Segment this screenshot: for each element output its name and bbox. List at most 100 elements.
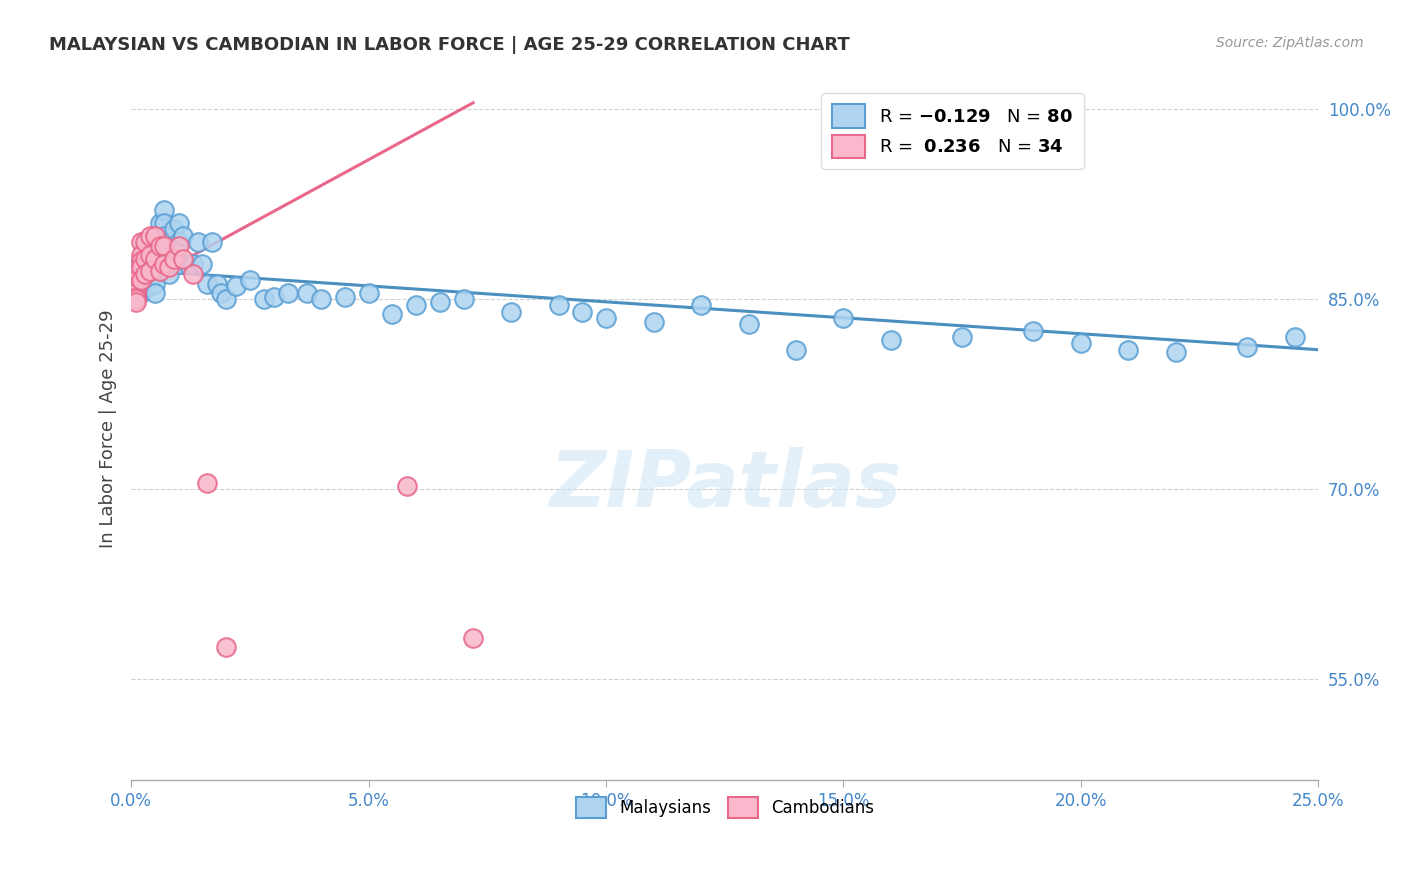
Point xyxy=(643,315,665,329)
Point xyxy=(501,304,523,318)
Point xyxy=(785,343,807,357)
Point xyxy=(191,257,214,271)
Point xyxy=(157,252,180,266)
Point xyxy=(153,239,176,253)
Point xyxy=(737,318,759,332)
Point xyxy=(134,273,156,287)
Point xyxy=(153,216,176,230)
Point xyxy=(215,640,238,655)
Point xyxy=(143,235,166,249)
Point xyxy=(129,260,152,275)
Point xyxy=(125,292,148,306)
Point xyxy=(149,216,172,230)
Point xyxy=(1236,340,1258,354)
Y-axis label: In Labor Force | Age 25-29: In Labor Force | Age 25-29 xyxy=(100,310,117,549)
Point xyxy=(143,285,166,300)
Point xyxy=(125,267,148,281)
Point xyxy=(225,279,247,293)
Point xyxy=(395,479,418,493)
Point xyxy=(125,273,148,287)
Point xyxy=(177,257,200,271)
Point xyxy=(134,279,156,293)
Point xyxy=(181,267,204,281)
Point xyxy=(167,257,190,271)
Point xyxy=(309,292,332,306)
Point xyxy=(129,273,152,287)
Point xyxy=(139,248,162,262)
Point xyxy=(125,285,148,300)
Point xyxy=(129,248,152,262)
Point xyxy=(134,235,156,249)
Point xyxy=(157,260,180,275)
Point xyxy=(167,235,190,249)
Point xyxy=(239,273,262,287)
Point xyxy=(187,235,209,249)
Point xyxy=(333,289,356,303)
Point xyxy=(832,311,855,326)
Point xyxy=(134,267,156,281)
Legend: Malaysians, Cambodians: Malaysians, Cambodians xyxy=(569,790,880,825)
Point xyxy=(129,267,152,281)
Point xyxy=(134,241,156,255)
Point xyxy=(139,264,162,278)
Point xyxy=(1022,324,1045,338)
Point xyxy=(143,277,166,291)
Point xyxy=(181,257,204,271)
Point xyxy=(167,216,190,230)
Point xyxy=(129,254,152,268)
Point xyxy=(143,228,166,243)
Point xyxy=(157,267,180,281)
Point xyxy=(134,252,156,266)
Point xyxy=(461,632,484,646)
Point xyxy=(125,273,148,287)
Point xyxy=(129,260,152,275)
Point xyxy=(125,283,148,297)
Point xyxy=(157,235,180,249)
Point xyxy=(125,289,148,303)
Point xyxy=(143,257,166,271)
Point xyxy=(205,277,228,291)
Point xyxy=(172,252,194,266)
Point xyxy=(357,285,380,300)
Point xyxy=(149,254,172,268)
Point xyxy=(263,289,285,303)
Point xyxy=(139,248,162,262)
Point xyxy=(153,203,176,218)
Text: Source: ZipAtlas.com: Source: ZipAtlas.com xyxy=(1216,36,1364,50)
Point xyxy=(134,260,156,275)
Point xyxy=(405,298,427,312)
Point xyxy=(125,279,148,293)
Point xyxy=(129,285,152,300)
Point xyxy=(880,333,903,347)
Point xyxy=(277,285,299,300)
Point xyxy=(129,235,152,249)
Text: MALAYSIAN VS CAMBODIAN IN LABOR FORCE | AGE 25-29 CORRELATION CHART: MALAYSIAN VS CAMBODIAN IN LABOR FORCE | … xyxy=(49,36,851,54)
Point xyxy=(163,222,186,236)
Point xyxy=(134,254,156,268)
Point xyxy=(547,298,569,312)
Point xyxy=(149,239,172,253)
Point xyxy=(195,475,218,490)
Point xyxy=(153,257,176,271)
Point xyxy=(143,267,166,281)
Text: ZIPatlas: ZIPatlas xyxy=(548,447,901,523)
Point xyxy=(139,235,162,249)
Point xyxy=(571,304,593,318)
Point xyxy=(139,228,162,243)
Point xyxy=(253,292,276,306)
Point xyxy=(690,298,713,312)
Point xyxy=(201,235,224,249)
Point xyxy=(163,252,186,266)
Point xyxy=(172,228,194,243)
Point xyxy=(129,254,152,268)
Point xyxy=(195,277,218,291)
Point xyxy=(381,307,404,321)
Point xyxy=(149,235,172,249)
Point xyxy=(143,248,166,262)
Point xyxy=(125,279,148,293)
Point xyxy=(211,285,233,300)
Point xyxy=(139,260,162,275)
Point xyxy=(429,294,451,309)
Point xyxy=(163,252,186,266)
Point xyxy=(125,267,148,281)
